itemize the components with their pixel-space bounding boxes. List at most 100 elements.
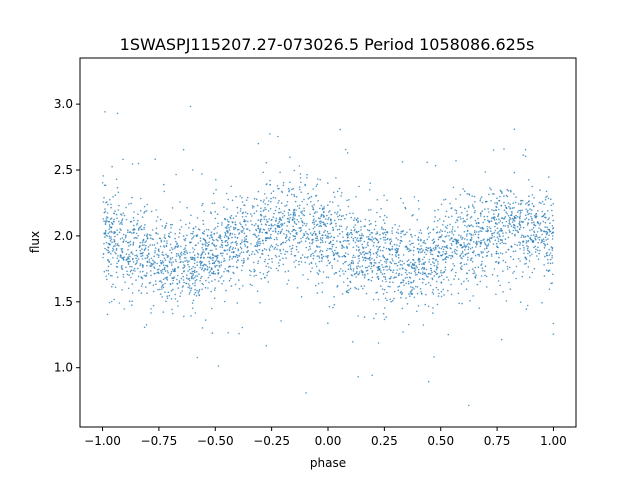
data-point: [256, 245, 259, 248]
data-point: [432, 242, 435, 245]
data-point: [293, 235, 296, 237]
data-point: [551, 247, 554, 249]
data-point: [137, 275, 140, 278]
data-point: [382, 228, 385, 231]
data-point: [532, 227, 535, 229]
data-point: [414, 261, 417, 264]
data-point: [401, 230, 404, 233]
data-point: [165, 253, 167, 256]
data-point: [400, 230, 403, 233]
data-point: [266, 271, 269, 274]
data-point: [228, 259, 231, 261]
x-tick-label: 0.25: [371, 434, 398, 448]
data-point: [237, 249, 240, 252]
data-point: [356, 239, 358, 241]
data-point: [395, 252, 398, 254]
data-point: [161, 253, 164, 256]
x-tick-label: −1.00: [84, 434, 121, 448]
data-point: [446, 244, 448, 247]
data-point: [485, 286, 488, 288]
data-point: [201, 282, 203, 285]
data-point: [229, 246, 231, 249]
data-point: [342, 262, 345, 265]
data-point: [513, 193, 515, 195]
data-point: [283, 222, 286, 224]
data-point: [519, 213, 521, 215]
data-point: [145, 274, 148, 277]
data-point: [299, 204, 301, 207]
data-point: [513, 220, 516, 222]
data-point: [500, 191, 503, 193]
data-point: [208, 266, 211, 269]
data-point: [195, 275, 197, 277]
data-point: [158, 237, 161, 240]
data-point: [501, 192, 503, 194]
data-point: [377, 342, 380, 344]
data-point: [544, 255, 546, 258]
data-point: [501, 239, 504, 241]
data-point: [217, 280, 220, 282]
data-point: [402, 267, 404, 269]
data-point: [211, 236, 214, 239]
data-point: [257, 142, 260, 145]
data-point: [361, 256, 364, 259]
data-point: [472, 205, 474, 208]
data-point: [410, 286, 412, 288]
data-point: [176, 300, 179, 303]
data-point: [150, 312, 152, 314]
data-point: [145, 324, 148, 326]
data-point: [155, 209, 157, 211]
data-point: [369, 182, 372, 184]
data-point: [231, 236, 233, 239]
data-point: [483, 270, 486, 272]
data-point: [238, 279, 240, 281]
data-point: [445, 250, 448, 253]
data-point: [270, 224, 273, 227]
data-point: [203, 256, 205, 259]
data-point: [376, 199, 379, 201]
data-point: [496, 201, 498, 204]
data-point: [408, 240, 411, 242]
data-point: [337, 215, 339, 218]
data-point: [253, 224, 256, 227]
data-point: [498, 208, 500, 211]
data-point: [319, 178, 322, 181]
data-point: [239, 222, 241, 224]
data-point: [513, 171, 516, 174]
data-point: [125, 235, 127, 237]
data-point: [380, 271, 382, 274]
data-point: [270, 192, 273, 195]
data-point: [302, 274, 304, 276]
data-point: [383, 318, 386, 321]
data-point: [533, 246, 535, 249]
data-point: [360, 285, 363, 288]
data-point: [437, 250, 440, 253]
data-point: [294, 237, 297, 240]
data-point: [451, 244, 453, 246]
data-point: [128, 300, 131, 303]
data-point: [106, 235, 109, 237]
data-point: [226, 227, 228, 230]
data-point: [506, 265, 509, 268]
data-point: [131, 292, 134, 294]
data-point: [332, 254, 335, 256]
data-point: [363, 316, 366, 318]
data-point: [189, 105, 192, 108]
data-point: [425, 253, 427, 256]
data-point: [341, 192, 343, 194]
data-point: [216, 225, 219, 228]
data-point: [457, 216, 459, 218]
data-point: [280, 320, 282, 322]
data-point: [510, 214, 513, 216]
data-point: [317, 246, 319, 248]
data-point: [294, 213, 297, 216]
data-point: [228, 279, 231, 282]
data-point: [265, 239, 267, 242]
data-point: [479, 198, 482, 200]
data-point: [358, 185, 360, 188]
data-point: [270, 223, 273, 226]
data-point: [518, 209, 520, 212]
data-point: [319, 251, 321, 253]
data-point: [463, 263, 466, 266]
data-point: [327, 204, 329, 206]
